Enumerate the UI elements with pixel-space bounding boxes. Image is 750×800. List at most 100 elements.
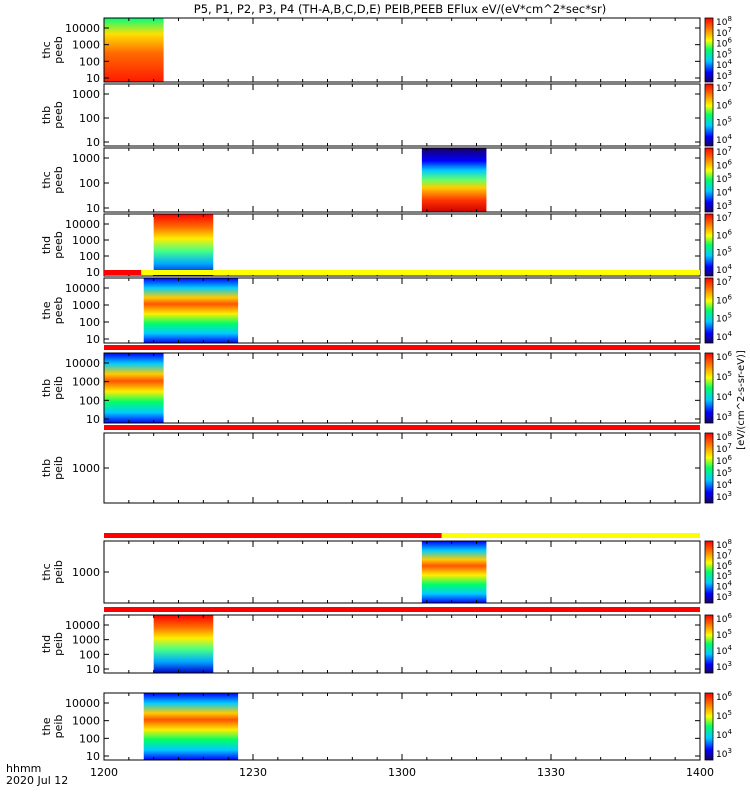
y-label-product: peib — [52, 715, 65, 739]
colorbar-exponent: 6 — [727, 228, 732, 236]
y-tick-label: 100 — [79, 177, 100, 190]
y-tick-label: 1000 — [72, 88, 100, 101]
y-label-probe: thb — [40, 106, 53, 124]
colorbar-exponent: 5 — [727, 466, 731, 474]
x-tick-label: 1400 — [686, 766, 714, 779]
y-label-product: peib — [52, 560, 65, 584]
mode-bar-segment — [104, 345, 700, 350]
colorbar-tick-label: 103 — [716, 410, 732, 423]
colorbar-tick-label: 106 — [716, 690, 732, 703]
x-axis-label-line1: hhmm — [6, 762, 41, 775]
colorbar-tick-label: 107 — [716, 81, 732, 94]
colorbar-exponent: 5 — [727, 569, 731, 577]
y-tick-label: 10 — [86, 333, 100, 346]
x-tick-label: 1330 — [537, 766, 565, 779]
colorbar-exponent: 7 — [727, 26, 731, 34]
colorbar-exponent: 7 — [727, 548, 731, 556]
colorbar-exponent: 3 — [727, 410, 731, 418]
panel-10: 10000 1000 100 10 the peib 103 104 105 106 — [40, 690, 732, 763]
y-label-probe: thc — [40, 41, 53, 58]
colorbar-exponent: 7 — [727, 145, 731, 153]
colorbar — [704, 83, 714, 147]
y-tick-label: 1000 — [72, 234, 100, 247]
colorbar — [704, 17, 714, 83]
colorbar-tick-label: 106 — [716, 293, 732, 306]
colorbar — [704, 692, 714, 761]
y-tick-label: 100 — [79, 394, 100, 407]
y-label-product: peeb — [52, 101, 65, 129]
x-tick-label: 1230 — [239, 766, 267, 779]
colorbar-tick-label: 105 — [716, 116, 732, 129]
colorbar-tick-label: 104 — [716, 186, 732, 199]
panel-frame — [103, 540, 701, 604]
colorbar-tick-label: 106 — [716, 228, 732, 241]
colorbar-exponent: 4 — [727, 330, 732, 338]
y-tick-label: 100 — [79, 648, 100, 661]
colorbar-exponent: 8 — [727, 15, 731, 23]
colorbar-exponent: 6 — [727, 37, 732, 45]
y-tick-label: 1000 — [72, 634, 100, 647]
colorbar — [704, 614, 714, 674]
y-label-product: peib — [52, 632, 65, 656]
colorbar-exponent: 5 — [727, 246, 731, 254]
colorbar-tick-label: 105 — [716, 709, 732, 722]
colorbar-exponent: 3 — [727, 69, 731, 77]
colorbar-exponent: 4 — [727, 580, 732, 588]
spectrogram-block — [153, 615, 214, 673]
colorbar-tick-label: 106 — [716, 98, 732, 111]
panel-5: 10000 1000 100 10 the peeb 104 105 106 107 — [40, 275, 732, 346]
colorbar-exponent: 5 — [727, 370, 731, 378]
y-tick-label: 100 — [79, 250, 100, 263]
mode-bar-segment — [441, 533, 700, 538]
colorbar-exponent: 8 — [727, 430, 731, 438]
mode-bar-segment — [104, 270, 142, 275]
colorbar-tick-label: 105 — [716, 312, 732, 325]
spectrogram-block — [153, 214, 214, 276]
panel-frame — [103, 352, 701, 424]
colorbar — [704, 352, 714, 424]
colorbar-exponent: 6 — [727, 690, 732, 698]
y-label-probe: thd — [40, 635, 53, 653]
y-tick-label: 10 — [86, 750, 100, 763]
y-tick-label: 1000 — [72, 715, 100, 728]
spectrogram-block — [104, 18, 164, 82]
colorbar — [704, 277, 714, 344]
colorbar-exponent: 5 — [727, 312, 731, 320]
colorbar — [704, 432, 714, 504]
y-tick-label: 100 — [79, 316, 100, 329]
colorbar-exponent: 5 — [727, 116, 731, 124]
mode-bar-segment — [141, 270, 700, 275]
colorbar-exponent: 7 — [727, 275, 731, 283]
colorbar-exponent: 4 — [727, 644, 732, 652]
y-label-probe: thd — [40, 236, 53, 254]
spectrogram-block — [143, 278, 239, 343]
y-label-probe: the — [40, 301, 53, 319]
colorbar-exponent: 6 — [727, 350, 732, 358]
colorbar-exponent: 3 — [727, 490, 731, 498]
colorbar-tick-label: 107 — [716, 275, 732, 288]
y-label-product: peeb — [52, 231, 65, 259]
colorbar-tick-label: 107 — [716, 145, 732, 158]
mode-bars-layer — [104, 270, 700, 612]
y-tick-label: 1000 — [72, 376, 100, 389]
colorbar-tick-label: 105 — [716, 628, 732, 641]
y-tick-label: 1000 — [72, 299, 100, 312]
y-tick-label: 100 — [79, 732, 100, 745]
colorbar — [704, 540, 714, 604]
y-tick-label: 1000 — [72, 152, 100, 165]
colorbar-exponent: 3 — [727, 747, 731, 755]
colorbar-exponent: 4 — [727, 478, 732, 486]
y-tick-label: 1000 — [72, 566, 100, 579]
panel-frame — [103, 17, 701, 83]
colorbar-exponent: 4 — [727, 728, 732, 736]
y-label-product: peeb — [52, 166, 65, 194]
colorbar-exponent: 3 — [727, 199, 731, 207]
